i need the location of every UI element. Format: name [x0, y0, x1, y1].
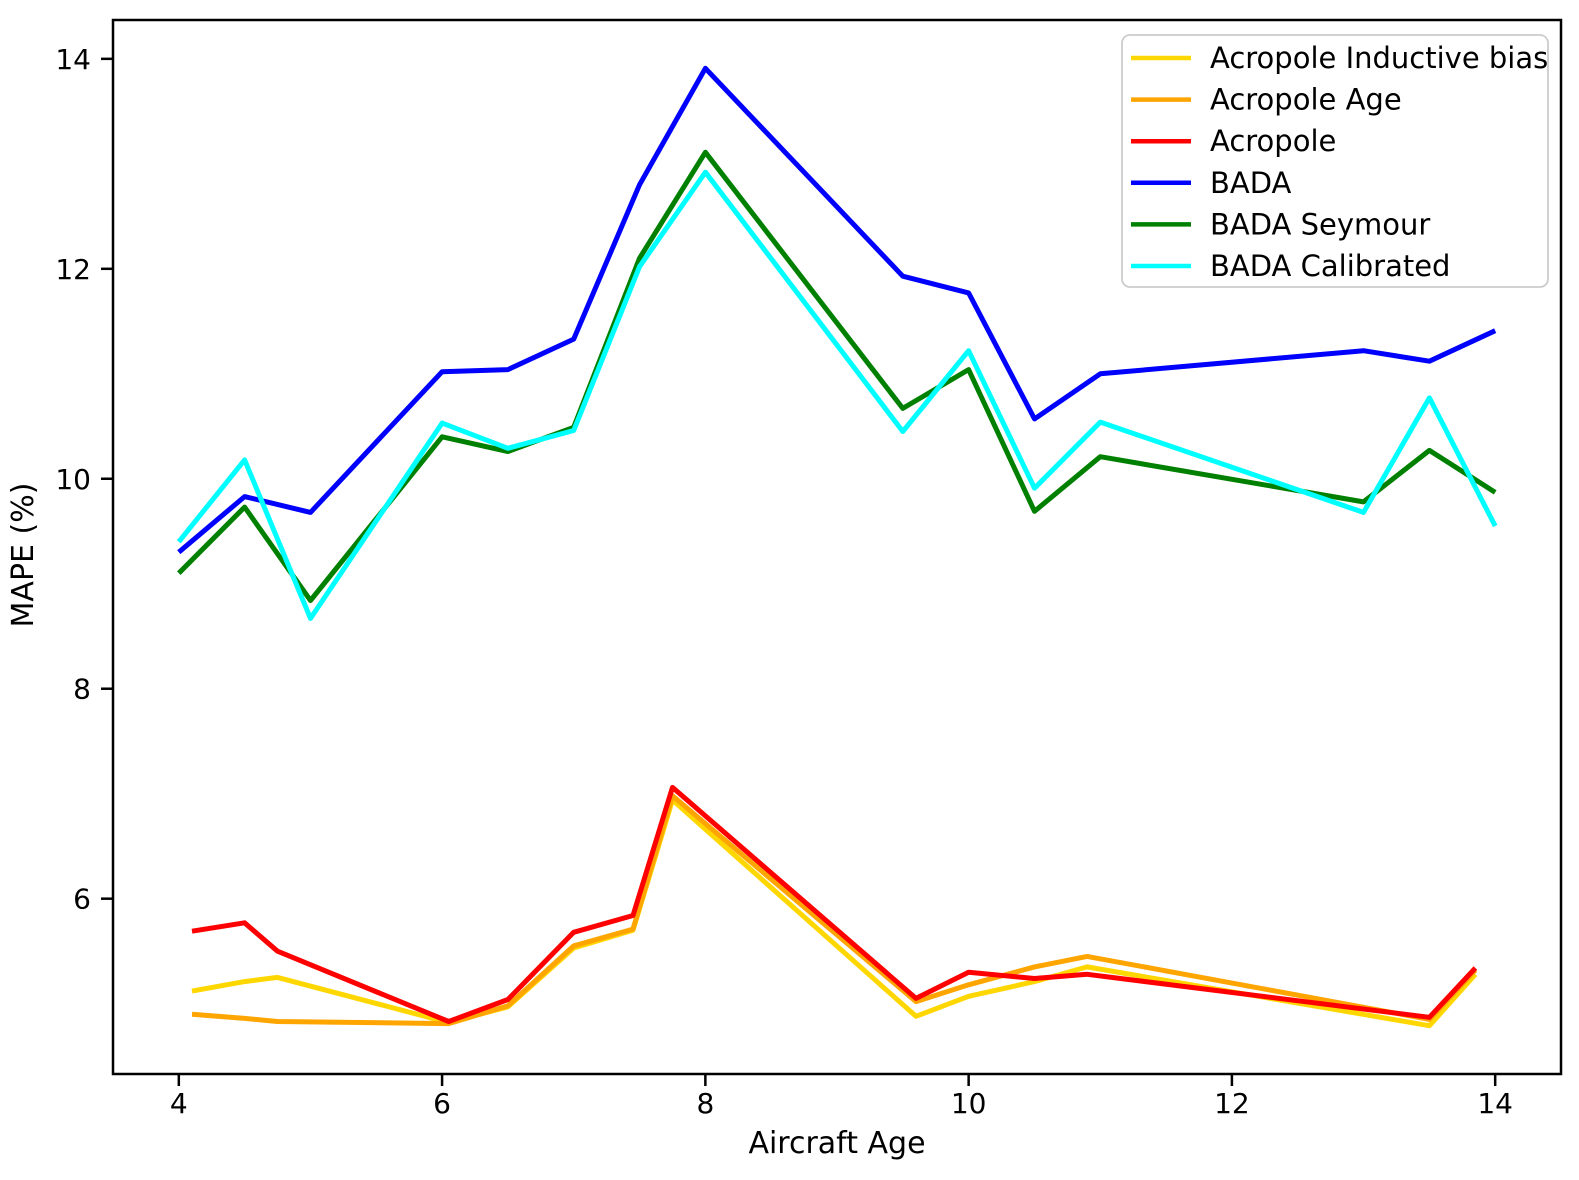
- y-tick-label: 14: [55, 43, 91, 76]
- y-axis-label: MAPE (%): [6, 483, 41, 628]
- series-line-bada-seymour: [177, 149, 1497, 603]
- y-tick-label: 8: [73, 673, 91, 706]
- series-lines: [176, 65, 1498, 1029]
- x-axis-ticks: 4 6 8 10 12 14: [170, 1074, 1513, 1120]
- x-tick-label: 8: [696, 1087, 714, 1120]
- legend-label: BADA Seymour: [1210, 207, 1430, 241]
- x-tick-label: 12: [1214, 1087, 1250, 1120]
- x-tick-label: 14: [1477, 1087, 1513, 1120]
- x-tick-label: 6: [433, 1087, 451, 1120]
- legend-label: BADA Calibrated: [1210, 249, 1450, 283]
- y-axis-ticks: 6 8 10 12 14: [55, 43, 113, 916]
- legend-label: Acropole Inductive bias: [1210, 41, 1548, 75]
- x-axis-label: Aircraft Age: [748, 1126, 925, 1161]
- legend-box: [1121, 34, 1549, 288]
- y-tick-label: 10: [55, 463, 91, 496]
- series-line-bada: [177, 65, 1497, 555]
- series-line-bada-calibrated: [176, 169, 1498, 621]
- legend-label: BADA: [1210, 166, 1292, 200]
- series-line-acropole: [191, 784, 1478, 1024]
- x-tick-label: 10: [951, 1087, 987, 1120]
- plot-border: [111, 18, 1563, 1076]
- y-tick-label: 6: [73, 883, 91, 916]
- x-tick-label: 4: [170, 1087, 188, 1120]
- legend-label: Acropole Age: [1210, 83, 1402, 117]
- series-line-acropole-age: [191, 793, 1478, 1027]
- legend: Acropole Inductive bias Acropole Age Acrop…: [1121, 34, 1549, 288]
- legend-label: Acropole: [1210, 124, 1336, 158]
- y-tick-label: 12: [55, 253, 91, 286]
